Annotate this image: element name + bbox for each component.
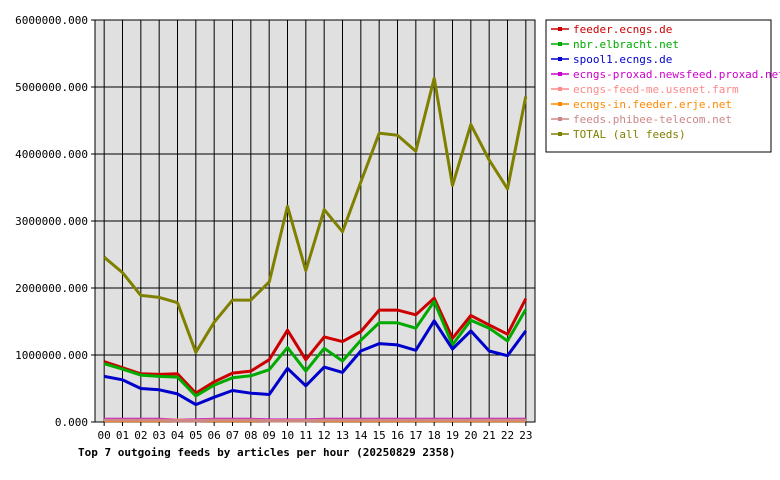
- y-tick-label: 4000000.000: [15, 148, 88, 161]
- x-tick-label: 21: [483, 429, 496, 442]
- x-tick-label: 15: [373, 429, 386, 442]
- legend-marker: [558, 132, 562, 136]
- legend-label: spool1.ecngs.de: [573, 53, 672, 66]
- chart-title: Top 7 outgoing feeds by articles per hou…: [78, 446, 456, 459]
- legend-marker: [558, 57, 562, 61]
- series-line: [103, 299, 528, 398]
- y-tick-label: 6000000.000: [15, 14, 88, 27]
- x-tick-label: 09: [263, 429, 276, 442]
- y-tick-label: 1000000.000: [15, 349, 88, 362]
- series-line: [103, 319, 528, 407]
- x-tick-label: 03: [153, 429, 166, 442]
- x-tick-label: 20: [464, 429, 477, 442]
- legend-box: [545, 19, 772, 153]
- y-tick-label: 5000000.000: [15, 81, 88, 94]
- legend-marker: [558, 117, 562, 121]
- x-tick-label: 01: [116, 429, 129, 442]
- x-tick-label: 12: [318, 429, 331, 442]
- legend-label: ecngs-feed-me.usenet.farm: [573, 83, 739, 96]
- x-tick-label: 04: [171, 429, 185, 442]
- legend-label: feeder.ecngs.de: [573, 23, 672, 36]
- y-tick-label: 2000000.000: [15, 282, 88, 295]
- legend: feeder.ecngs.de nbr.elbracht.net spool1.ec…: [545, 19, 780, 153]
- x-axis: 00 01 02 03 04 05 06 07 08 09 10 11 12 13 14 15 16 17 18 19…: [98, 422, 532, 442]
- grid-lines: [95, 19, 535, 423]
- y-tick-label: 0.000: [55, 416, 88, 429]
- legend-label: nbr.elbracht.net: [573, 38, 679, 51]
- legend-label: ecngs-in.feeder.erje.net: [573, 98, 732, 111]
- x-tick-label: 00: [98, 429, 111, 442]
- legend-label: ecngs-proxad.newsfeed.proxad.net: [573, 68, 780, 81]
- legend-marker: [558, 42, 562, 46]
- series-line: [103, 296, 528, 395]
- x-tick-label: 18: [428, 429, 441, 442]
- legend-marker: [558, 102, 562, 106]
- x-tick-label: 02: [134, 429, 147, 442]
- x-tick-label: 19: [446, 429, 459, 442]
- series-line: [103, 76, 528, 354]
- x-tick-label: 16: [391, 429, 404, 442]
- legend-marker: [558, 72, 562, 76]
- y-tick-label: 3000000.000: [15, 215, 88, 228]
- legend-marker: [558, 87, 562, 91]
- y-axis: 0.000 1000000.000 2000000.000 3000000.000 40…: [15, 14, 95, 429]
- x-tick-label: 05: [189, 429, 202, 442]
- series-line: [104, 418, 526, 423]
- x-tick-label: 08: [244, 429, 257, 442]
- legend-marker: [558, 27, 562, 31]
- x-tick-label: 07: [226, 429, 239, 442]
- x-tick-label: 11: [299, 429, 312, 442]
- series-lines: [103, 76, 528, 423]
- x-tick-label: 23: [519, 429, 532, 442]
- legend-label: TOTAL (all feeds): [573, 128, 686, 141]
- x-tick-label: 10: [281, 429, 294, 442]
- x-tick-label: 13: [336, 429, 349, 442]
- x-tick-label: 06: [208, 429, 221, 442]
- x-tick-label: 14: [354, 429, 368, 442]
- legend-label: feeds.phibee-telecom.net: [573, 113, 732, 126]
- x-tick-label: 22: [501, 429, 514, 442]
- x-tick-label: 17: [409, 429, 422, 442]
